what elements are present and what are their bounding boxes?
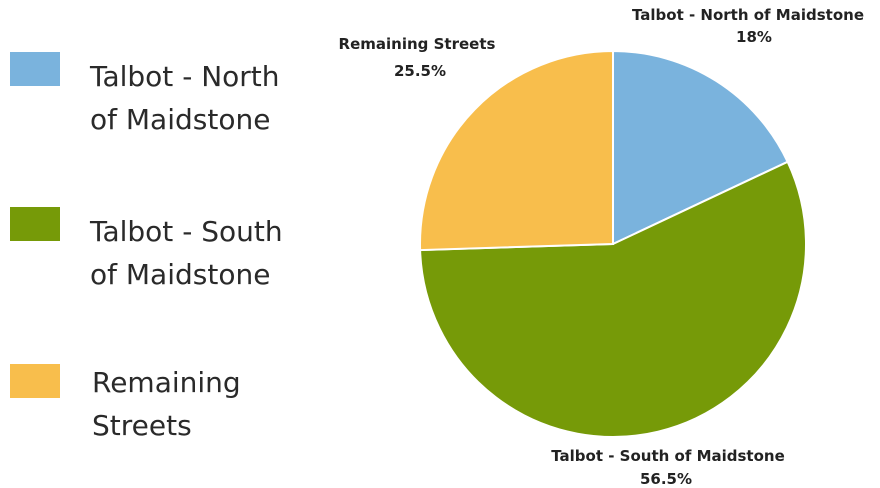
chart-legend: Talbot - North of Maidstone Talbot - Sou… bbox=[0, 0, 320, 488]
pie-slice-south bbox=[419, 160, 807, 438]
slice-label-remaining-name: Remaining Streets bbox=[339, 35, 496, 53]
legend-swatch-remaining bbox=[10, 364, 60, 398]
legend-label-south: Talbot - South of Maidstone bbox=[90, 215, 283, 291]
slice-label-north-value: 18% bbox=[736, 28, 772, 46]
pie-slice-remaining bbox=[419, 49, 614, 252]
slice-label-remaining-value: 25.5% bbox=[394, 62, 446, 80]
legend-label-north: Talbot - North of Maidstone bbox=[90, 60, 280, 136]
slice-label-south-name: Talbot - South of Maidstone bbox=[551, 447, 785, 465]
slice-label-south-value: 56.5% bbox=[640, 470, 692, 488]
pie-slices bbox=[419, 49, 807, 438]
legend-swatch-south bbox=[10, 207, 60, 241]
slice-label-north-name: Talbot - North of Maidstone bbox=[632, 6, 864, 24]
slice-labels: Talbot - North of Maidstone 18% Remainin… bbox=[339, 6, 864, 488]
legend-swatch-north bbox=[10, 52, 60, 86]
pie-slice-north bbox=[612, 49, 789, 246]
legend-label-remaining: Remaining Streets bbox=[92, 366, 241, 442]
